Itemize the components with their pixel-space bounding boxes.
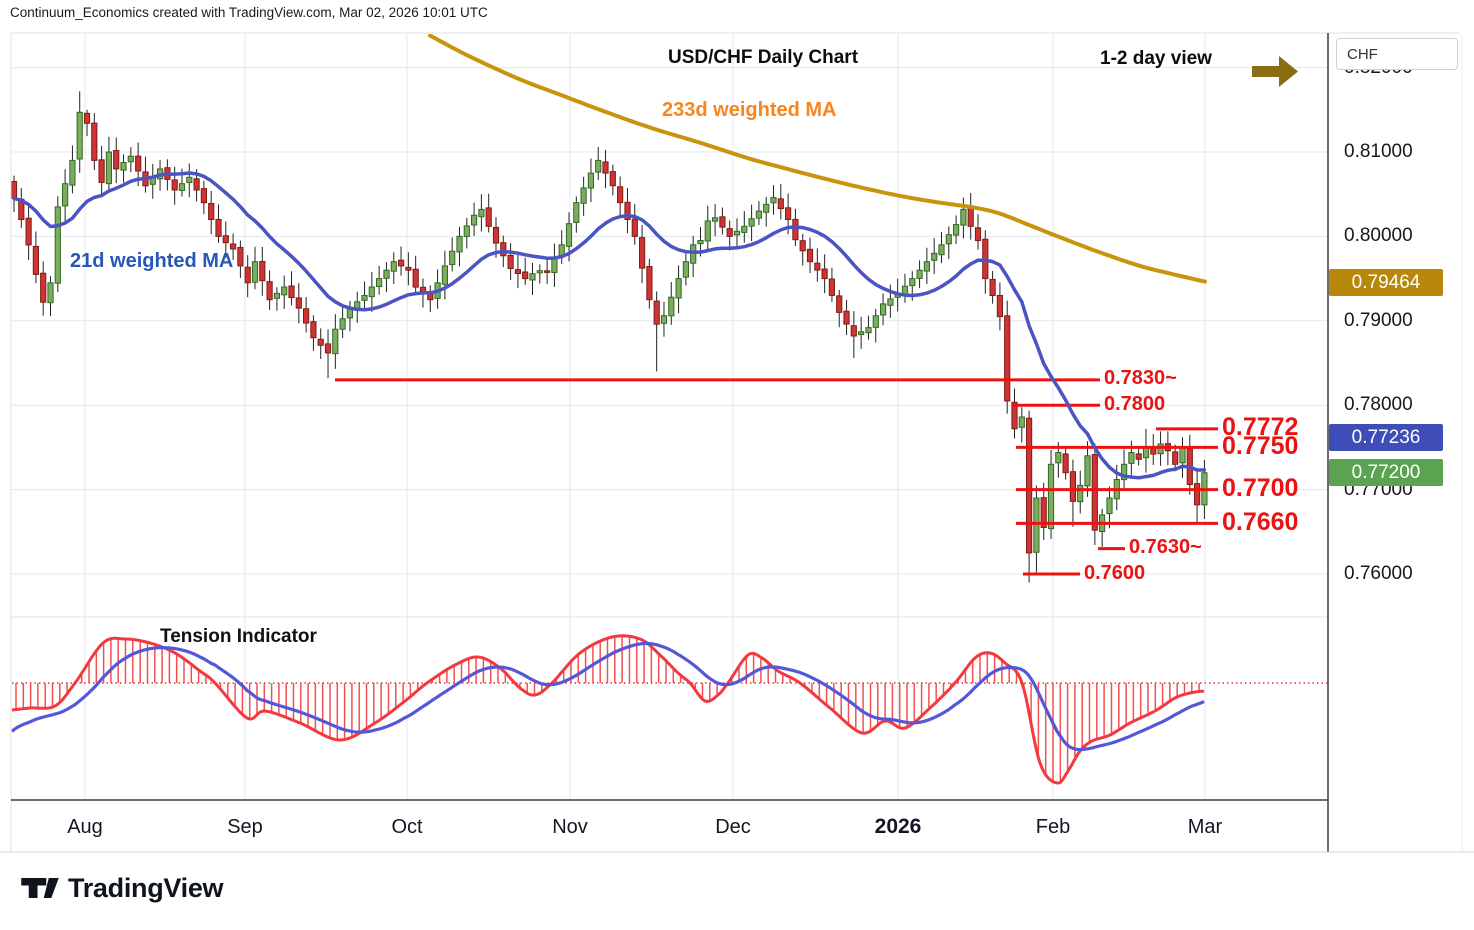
- view-horizon-label: 1-2 day view: [1100, 48, 1212, 69]
- support-resistance-lines: [335, 378, 1218, 576]
- level-label: 0.7630~: [1129, 536, 1202, 559]
- level-label: 0.7800: [1104, 392, 1166, 415]
- chart-credit: Continuum_Economics created with Trading…: [10, 5, 488, 20]
- level-label: 0.7700: [1222, 474, 1299, 503]
- ma21-label: 21d weighted MA: [70, 250, 234, 272]
- right-arrow-icon: [1252, 56, 1298, 87]
- level-label: 0.7600: [1084, 561, 1146, 584]
- level-label: 0.7830~: [1104, 367, 1177, 390]
- y-axis-tick: 0.79000: [1344, 309, 1413, 331]
- last-price-badge: 0.77200: [1329, 458, 1443, 486]
- tension-red-line: [11, 634, 1205, 785]
- chart-frame: [0, 32, 1474, 853]
- tension-blue-line: [10, 641, 1205, 752]
- x-axis-tick: Oct: [391, 816, 423, 838]
- ma233-line: [428, 34, 1207, 284]
- x-axis-tick: 2026: [874, 815, 922, 838]
- ma21-badge: 0.77236: [1329, 423, 1443, 451]
- tradingview-logo[interactable]: TradingView: [20, 868, 224, 908]
- y-axis-tick: 0.76000: [1344, 563, 1413, 584]
- chart-title: USD/CHF Daily Chart: [668, 47, 859, 68]
- level-label: 0.7750: [1222, 431, 1299, 460]
- level-label: 0.7772: [1222, 413, 1299, 442]
- x-axis-tick: Aug: [67, 816, 103, 838]
- x-axis-tick: Dec: [715, 816, 751, 838]
- ma233-label: 233d weighted MA: [662, 99, 837, 121]
- tradingview-logo-icon: [21, 878, 59, 898]
- y-axis-tick: 0.81000: [1344, 141, 1413, 162]
- y-axis-tick: 0.80000: [1344, 225, 1413, 247]
- x-axis-tick: Mar: [1187, 816, 1223, 838]
- x-axis-tick: Nov: [552, 816, 588, 838]
- symbol-search-box[interactable]: CHF: [1336, 38, 1458, 70]
- ma233-badge: 0.79464: [1329, 268, 1443, 296]
- level-label: 0.7660: [1222, 507, 1299, 536]
- tension-indicator-panel: [10, 634, 1327, 785]
- ma21-line: [12, 171, 1207, 480]
- tradingview-logo-text: TradingView: [68, 872, 224, 903]
- y-axis-tick: 0.78000: [1344, 394, 1413, 416]
- candles: [11, 91, 1208, 583]
- x-axis-tick: Sep: [227, 816, 263, 838]
- grid: [11, 34, 1328, 800]
- tension-indicator-label: Tension Indicator: [160, 626, 317, 647]
- x-axis-tick: Feb: [1035, 816, 1071, 838]
